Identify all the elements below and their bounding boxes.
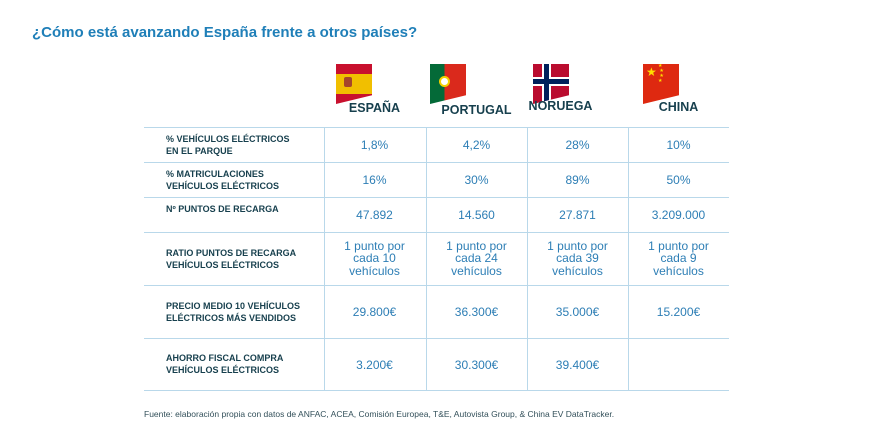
cell-value: 30.300€ (426, 359, 527, 372)
cell-value: 47.892 (324, 209, 425, 222)
row-divider (144, 197, 729, 198)
page-title: ¿Cómo está avanzando España frente a otr… (32, 24, 418, 41)
cell-value: 1 punto por cada 24 vehículos (426, 240, 527, 278)
cell-value-line: 1 punto por (446, 238, 507, 253)
cell-value-line: cada 9 (660, 251, 697, 266)
cell-value-line: 1 punto por (648, 238, 709, 253)
cell-value: 39.400€ (527, 359, 628, 372)
cell-value: 1 punto por cada 10 vehículos (324, 240, 425, 278)
country-name: CHINA (658, 100, 699, 114)
cell-value-line: cada 10 (353, 251, 396, 266)
cell-value: 27.871 (527, 209, 628, 222)
cell-value-line: 29.800€ (352, 305, 397, 320)
row-label: % VEHÍCULOS ELÉCTRICOS EN EL PARQUE (166, 133, 316, 157)
country-name: NORUEGA (528, 99, 593, 113)
row-label: % MATRICULACIONES VEHÍCULOS ELÉCTRICOS (166, 168, 316, 192)
cell-value: 16% (324, 174, 425, 187)
cell-value: 3.200€ (324, 359, 425, 372)
cell-value-line: 27.871 (559, 208, 596, 223)
cell-value-line: 30.300€ (454, 357, 499, 372)
column-divider (426, 127, 427, 390)
cell-value-line: 3.209.000 (651, 208, 706, 223)
cell-value-line: 3.200€ (356, 357, 393, 372)
row-label-line: ELÉCTRICOS MÁS VENDIDOS (166, 312, 297, 323)
row-label: Nº PUNTOS DE RECARGA (166, 203, 316, 215)
spain-flag-icon (336, 64, 372, 104)
country-name: PORTUGAL (441, 103, 512, 117)
row-divider (144, 232, 729, 233)
column-divider (527, 127, 528, 390)
row-label-line: Nº PUNTOS DE RECARGA (166, 203, 279, 214)
cell-value: 35.000€ (527, 306, 628, 319)
cell-value-line: vehículos (552, 263, 603, 278)
cell-value-line: vehículos (349, 263, 400, 278)
cell-value-line: 14.560 (458, 208, 495, 223)
norway-flag-icon (533, 64, 569, 104)
cell-value: 29.800€ (324, 306, 425, 319)
row-label-line: PRECIO MEDIO 10 VEHÍCULOS (166, 300, 301, 311)
cell-value-line: 1 punto por (344, 238, 405, 253)
cell-value-line: cada 24 (455, 251, 498, 266)
cell-value: 14.560 (426, 209, 527, 222)
portugal-flag-icon (430, 64, 466, 104)
cell-value: 10% (628, 139, 729, 152)
row-label: RATIO PUNTOS DE RECARGA VEHÍCULOS ELÉCTRI… (166, 247, 316, 271)
cell-value-line: vehículos (653, 263, 704, 278)
cell-value-line: vehículos (451, 263, 502, 278)
cell-value-line: 50% (666, 173, 691, 188)
row-label-line: % VEHÍCULOS ELÉCTRICOS (166, 133, 290, 144)
cell-value-line: 15.200€ (656, 305, 701, 320)
cell-value-line: 1,8% (360, 138, 389, 153)
column-divider (324, 127, 325, 390)
row-label-line: RATIO PUNTOS DE RECARGA (166, 247, 297, 258)
cell-value-line: 10% (666, 138, 691, 153)
cell-value: 1,8% (324, 139, 425, 152)
row-label-line: VEHÍCULOS ELÉCTRICOS (166, 180, 280, 191)
cell-value: 30% (426, 174, 527, 187)
row-label-line: VEHÍCULOS ELÉCTRICOS (166, 365, 280, 375)
cell-value: 28% (527, 139, 628, 152)
row-divider (144, 162, 729, 163)
row-label: AHORRO FISCAL COMPRA VEHÍCULOS ELÉCTRICOS (166, 352, 316, 376)
cell-value-line: 47.892 (356, 208, 393, 223)
cell-value: 50% (628, 174, 729, 187)
row-divider (144, 285, 729, 286)
cell-value-line: 36.300€ (454, 305, 499, 320)
cell-value-line: 16% (362, 173, 387, 188)
row-label-line: EN EL PARQUE (166, 145, 233, 156)
column-divider (628, 127, 629, 390)
cell-value-line: 39.400€ (555, 357, 600, 372)
footnote: Fuente: elaboración propia con datos de … (144, 409, 615, 419)
row-divider (144, 338, 729, 339)
cell-value: 15.200€ (628, 306, 729, 319)
cell-value-line: 4,2% (462, 138, 491, 153)
cell-value-line: 30% (464, 173, 489, 188)
row-divider (144, 127, 729, 128)
row-label-line: % MATRICULACIONES (166, 168, 264, 179)
row-label-line: AHORRO FISCAL COMPRA (166, 353, 284, 363)
cell-value: 4,2% (426, 139, 527, 152)
cell-value-line: cada 39 (556, 251, 599, 266)
cell-value: 1 punto por cada 39 vehículos (527, 240, 628, 278)
row-label: PRECIO MEDIO 10 VEHÍCULOS ELÉCTRICOS MÁS … (166, 300, 316, 324)
country-name: ESPAÑA (348, 101, 401, 115)
cell-value-line: 35.000€ (555, 305, 600, 320)
cell-value: 1 punto por cada 9 vehículos (628, 240, 729, 278)
cell-value-line: 28% (565, 138, 590, 153)
cell-value: 3.209.000 (628, 209, 729, 222)
cell-value: 89% (527, 174, 628, 187)
cell-value-line: 89% (565, 173, 590, 188)
china-flag-icon: ★ ★ ★ ★ ★ (643, 64, 679, 104)
cell-value-line: 1 punto por (547, 238, 608, 253)
row-label-line: VEHÍCULOS ELÉCTRICOS (166, 259, 280, 270)
row-divider (144, 390, 729, 391)
cell-value: 36.300€ (426, 306, 527, 319)
